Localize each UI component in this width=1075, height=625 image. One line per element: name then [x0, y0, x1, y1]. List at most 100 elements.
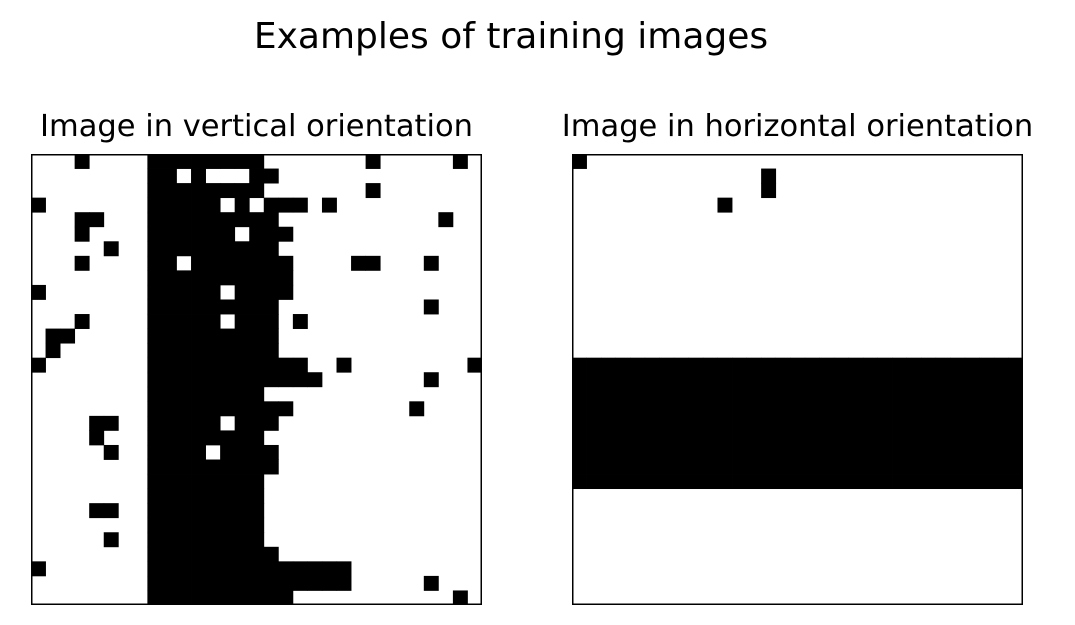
pixel-cell — [950, 401, 966, 417]
pixel-cell — [862, 386, 878, 402]
pixel-cell — [790, 415, 806, 431]
pixel-cell — [950, 459, 966, 475]
pixel-cell — [205, 430, 221, 446]
pixel-cell — [249, 575, 265, 591]
pixel-cell — [278, 561, 294, 577]
pixel-cell — [717, 415, 733, 431]
pixel-cell — [993, 474, 1009, 490]
pixel-cell — [921, 474, 937, 490]
pixel-cell — [263, 314, 279, 329]
pixel-cell — [249, 532, 265, 548]
pixel-cell — [234, 474, 250, 490]
pixel-cell — [1008, 386, 1023, 402]
pixel-cell — [819, 357, 835, 373]
pixel-cell — [220, 386, 236, 402]
pixel-cell — [717, 357, 733, 373]
pixel-cell — [176, 503, 192, 519]
pixel-cell — [921, 386, 937, 402]
pixel-cell — [205, 226, 221, 242]
pixel-cell — [292, 197, 308, 213]
pixel-cell — [205, 401, 221, 417]
pixel-cell — [979, 474, 995, 490]
pixel-cell — [790, 474, 806, 490]
pixel-cell — [147, 444, 163, 460]
pixel-cell — [862, 474, 878, 490]
pixel-cell — [220, 444, 236, 460]
pixel-cell — [205, 357, 221, 373]
pixel-cell — [176, 488, 192, 504]
pixel-cell — [659, 430, 675, 446]
pixel-cell — [161, 270, 177, 286]
pixel-cell — [147, 386, 163, 402]
pixel-cell — [615, 401, 631, 417]
pixel-cell — [833, 430, 849, 446]
pixel-cell — [615, 386, 631, 402]
pixel-cell — [249, 183, 265, 199]
pixel-cell — [979, 459, 995, 475]
pixel-cell — [307, 575, 323, 591]
pixel-cell — [263, 255, 279, 271]
pixel-cell — [161, 517, 177, 533]
pixel-cell — [586, 430, 602, 446]
pixel-cell — [993, 430, 1009, 446]
pixel-cell — [147, 372, 163, 388]
panel-title-vertical: Image in vertical orientation — [40, 109, 473, 144]
pixel-cell — [630, 357, 646, 373]
pixel-cell — [979, 430, 995, 446]
pixel-cell — [147, 488, 163, 504]
pixel-cell — [659, 444, 675, 460]
pixel-cell — [220, 255, 236, 271]
pixel-cell — [673, 459, 689, 475]
pixel-cell — [644, 474, 660, 490]
pixel-cell — [249, 590, 265, 605]
pixel-cell — [278, 357, 294, 373]
pixel-cell — [921, 430, 937, 446]
pixel-cell — [147, 357, 163, 373]
pixel-cell — [572, 372, 587, 388]
pixel-cell — [191, 561, 206, 577]
pixel-cell — [964, 444, 980, 460]
pixel-cell — [191, 430, 206, 446]
pixel-cell — [732, 415, 747, 431]
pixel-cell — [572, 444, 587, 460]
pixel-cell — [191, 372, 206, 388]
pixel-cell — [423, 255, 439, 271]
pixel-cell — [263, 415, 279, 431]
pixel-cell — [205, 255, 221, 271]
pixel-cell — [234, 183, 250, 199]
pixel-cell — [761, 430, 777, 446]
pixel-cell — [161, 299, 177, 315]
pixel-cell — [775, 372, 791, 388]
pixel-cell — [877, 430, 893, 446]
pixel-cell — [833, 401, 849, 417]
pixel-cell — [761, 474, 777, 490]
pixel-cell — [205, 517, 221, 533]
pixel-cell — [572, 459, 587, 475]
pixel-cell — [423, 575, 439, 591]
pixel-cell — [775, 357, 791, 373]
pixel-cell — [848, 459, 864, 475]
pixel-cell — [234, 503, 250, 519]
image-frame — [31, 154, 482, 605]
pixel-cell — [892, 386, 908, 402]
pixel-cell — [321, 197, 337, 213]
pixel-cell — [993, 357, 1009, 373]
pixel-cell — [365, 183, 381, 199]
pixel-cell — [234, 575, 250, 591]
pixel-cell — [45, 343, 61, 359]
pixel-cell — [191, 401, 206, 417]
pixel-cell — [220, 546, 236, 562]
pixel-cell — [249, 444, 265, 460]
pixel-cell — [630, 459, 646, 475]
pixel-cell — [278, 401, 294, 417]
pixel-cell — [964, 474, 980, 490]
pixel-cell — [833, 444, 849, 460]
pixel-cell — [1008, 459, 1023, 475]
pixel-cell — [74, 212, 90, 228]
pixel-cell — [906, 430, 922, 446]
pixel-cell — [877, 372, 893, 388]
pixel-cell — [644, 386, 660, 402]
pixel-cell — [191, 197, 206, 213]
pixel-cell — [161, 357, 177, 373]
pixel-cell — [746, 401, 762, 417]
